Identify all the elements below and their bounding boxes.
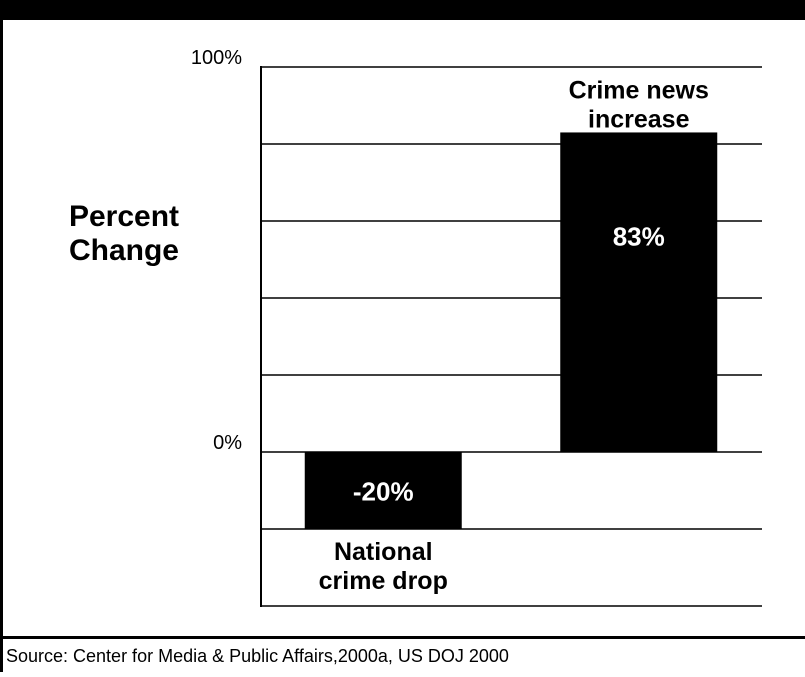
y-axis-label: Percent Change bbox=[69, 200, 179, 267]
left-border bbox=[0, 0, 3, 672]
top-border bbox=[0, 0, 805, 20]
source-text: Source: Center for Media & Public Affair… bbox=[6, 646, 509, 666]
y-tick-labels: 100% 0% bbox=[191, 47, 242, 454]
bar-value-label: -20% bbox=[353, 477, 414, 507]
bar-value-label: 83% bbox=[613, 221, 665, 251]
category-label: Crime news increase bbox=[569, 76, 709, 133]
footer-divider bbox=[0, 636, 805, 639]
y-tick-label: 0% bbox=[213, 432, 242, 454]
plot-left-border bbox=[260, 66, 262, 607]
category-label: National crime drop bbox=[319, 538, 448, 595]
y-tick-label: 100% bbox=[191, 47, 242, 69]
bars: -20% National crime drop 83% Crime news incre… bbox=[304, 76, 718, 595]
bar bbox=[560, 132, 718, 452]
bar bbox=[304, 452, 462, 529]
